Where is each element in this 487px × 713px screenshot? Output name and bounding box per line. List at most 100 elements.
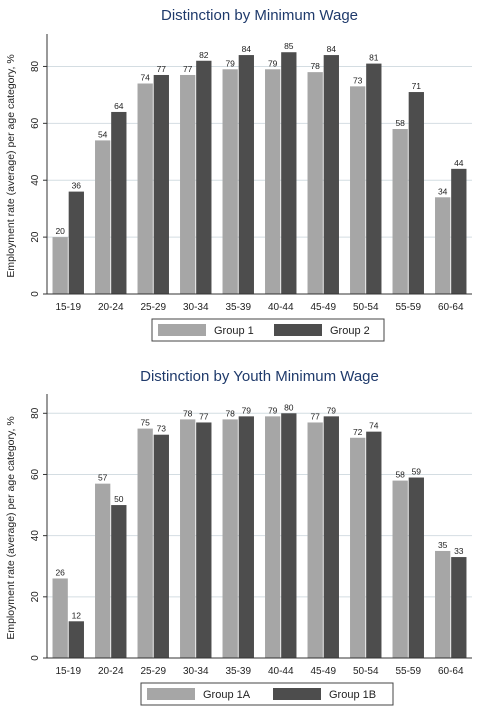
y-tick-label: 0 xyxy=(30,655,41,661)
x-tick-label: 40-44 xyxy=(268,302,294,313)
data-label: 74 xyxy=(369,421,379,431)
bar-group-1a-20-24 xyxy=(95,483,111,658)
bar-group-2-50-54 xyxy=(366,63,382,294)
x-tick-label: 35-39 xyxy=(225,302,251,313)
bar-group-1-40-44 xyxy=(265,69,281,295)
x-tick-label: 45-49 xyxy=(310,302,336,313)
y-tick-label: 80 xyxy=(30,407,41,419)
bar-group-1b-15-19 xyxy=(68,621,84,658)
data-label: 58 xyxy=(395,118,405,128)
bar-group-1b-25-29 xyxy=(153,434,169,658)
bar-group-1b-50-54 xyxy=(366,431,382,658)
bar-group-1b-35-39 xyxy=(238,416,254,658)
data-label: 71 xyxy=(412,81,422,91)
x-tick-label: 20-24 xyxy=(98,666,124,677)
data-label: 58 xyxy=(395,470,405,480)
legend-label: Group 2 xyxy=(330,325,370,337)
bar-group-1a-25-29 xyxy=(137,428,153,658)
data-label: 77 xyxy=(199,411,209,421)
bar-group-1-55-59 xyxy=(392,129,408,294)
chart-title: Distinction by Minimum Wage xyxy=(161,7,358,24)
x-tick-label: 60-64 xyxy=(438,666,464,677)
data-label: 81 xyxy=(369,53,379,63)
chart-2: Distinction by Youth Minimum Wage 0 20 40 60… xyxy=(5,368,472,706)
legend: Group 1 Group 2 xyxy=(151,318,385,342)
chart-1: Distinction by Minimum Wage 0 20 40 60 80 Empl… xyxy=(5,7,472,342)
data-label: 79 xyxy=(242,405,252,415)
y-tick-label: 40 xyxy=(30,174,41,186)
legend-label: Group 1 xyxy=(214,325,254,337)
bar-group-1-20-24 xyxy=(95,140,111,294)
bar-group-2-25-29 xyxy=(153,74,169,294)
x-tick-label: 15-19 xyxy=(55,302,81,313)
data-label: 33 xyxy=(454,546,464,556)
legend-label: Group 1A xyxy=(203,689,251,701)
x-tick-label: 30-34 xyxy=(183,302,209,313)
bar-group-1a-15-19 xyxy=(52,578,68,658)
bar-group-1b-55-59 xyxy=(408,477,424,658)
data-label: 82 xyxy=(199,50,209,60)
data-label: 74 xyxy=(140,73,150,83)
bar-group-1a-50-54 xyxy=(350,437,366,658)
data-label: 73 xyxy=(353,75,363,85)
data-label: 20 xyxy=(55,226,65,236)
bar-group-2-30-34 xyxy=(196,60,212,294)
legend-swatch xyxy=(158,324,206,336)
bar-group-2-40-44 xyxy=(281,52,297,294)
bar-group-2-60-64 xyxy=(451,168,467,294)
data-label: 79 xyxy=(268,405,278,415)
y-tick-label: 0 xyxy=(30,291,41,297)
data-label: 77 xyxy=(157,64,167,74)
data-label: 72 xyxy=(353,427,363,437)
data-label: 85 xyxy=(284,41,294,51)
data-label: 64 xyxy=(114,101,124,111)
x-tick-label: 25-29 xyxy=(140,666,166,677)
bar-group-1-45-49 xyxy=(307,72,323,294)
x-tick-label: 60-64 xyxy=(438,302,464,313)
data-label: 79 xyxy=(225,58,235,68)
x-tick-label: 15-19 xyxy=(55,666,81,677)
data-label: 80 xyxy=(284,402,294,412)
x-tick-label: 50-54 xyxy=(353,666,379,677)
bar-group-1b-20-24 xyxy=(111,505,127,658)
chart-title: Distinction by Youth Minimum Wage xyxy=(140,368,379,385)
y-tick-label: 80 xyxy=(30,60,41,72)
x-tick-label: 20-24 xyxy=(98,302,124,313)
bar-group-2-45-49 xyxy=(323,55,339,294)
bar-group-1-25-29 xyxy=(137,83,153,294)
y-axis-title: Employment rate (average) per age catego… xyxy=(5,416,17,639)
data-label: 79 xyxy=(268,58,278,68)
y-axis-title: Employment rate (average) per age catego… xyxy=(5,54,17,277)
legend-box xyxy=(151,318,385,342)
data-label: 35 xyxy=(438,540,448,550)
data-label: 77 xyxy=(310,411,320,421)
bar-group-1b-40-44 xyxy=(281,413,297,658)
y-tick-label: 20 xyxy=(30,591,41,603)
y-tick-label: 60 xyxy=(30,468,41,480)
x-tick-label: 40-44 xyxy=(268,666,294,677)
bar-group-1-35-39 xyxy=(222,69,238,295)
bar-group-2-20-24 xyxy=(111,111,127,294)
data-label: 44 xyxy=(454,158,464,168)
bar-group-2-35-39 xyxy=(238,55,254,294)
x-tick-label: 35-39 xyxy=(225,666,251,677)
legend-label: Group 1B xyxy=(329,689,376,701)
data-label: 57 xyxy=(98,473,108,483)
x-tick-label: 55-59 xyxy=(395,666,421,677)
data-label: 26 xyxy=(55,567,65,577)
bar-group-1-15-19 xyxy=(52,237,68,294)
data-label: 78 xyxy=(183,408,193,418)
x-tick-label: 45-49 xyxy=(310,666,336,677)
legend-swatch xyxy=(273,688,321,700)
y-tick-label: 60 xyxy=(30,117,41,129)
legend-swatch xyxy=(274,324,322,336)
bar-group-1-50-54 xyxy=(350,86,366,294)
bar-group-1a-45-49 xyxy=(307,422,323,658)
bar-group-1a-55-59 xyxy=(392,480,408,658)
bar-group-1-30-34 xyxy=(180,74,196,294)
legend: Group 1A Group 1B xyxy=(140,682,394,706)
bar-group-1b-30-34 xyxy=(196,422,212,658)
data-label: 36 xyxy=(72,181,82,191)
